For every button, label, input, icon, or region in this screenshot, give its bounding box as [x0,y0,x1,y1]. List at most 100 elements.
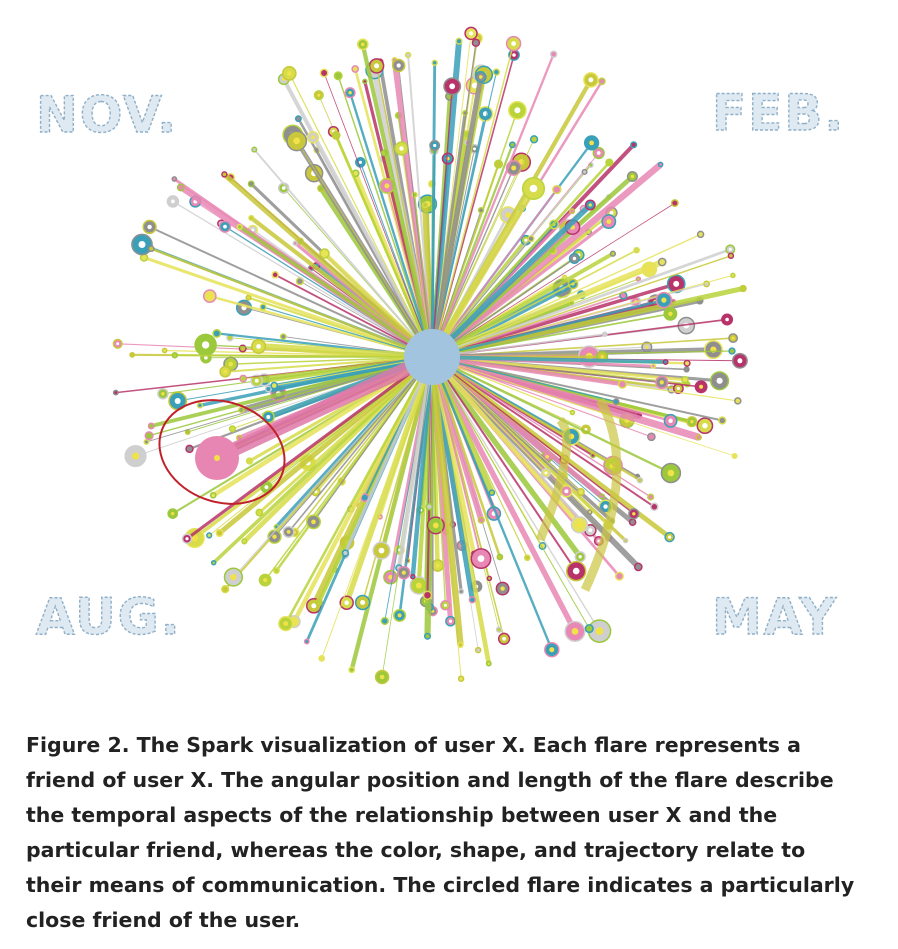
flare [429,355,583,559]
flare-node [248,214,255,222]
flare-node [348,666,356,674]
flare-node [628,518,637,527]
flare-node [727,252,735,260]
flare [431,354,623,387]
flare-node-dot [388,574,393,580]
flare-node [728,347,736,355]
flare [149,225,433,358]
flare-node [612,398,620,405]
flare-node [527,235,535,243]
flare-node [410,573,416,580]
flare-node [255,508,264,517]
month-label: AUG. [36,588,182,646]
flare-node [730,272,736,279]
flare-node-dot [588,528,593,533]
flare-node-dot [589,140,594,146]
flare-node [362,78,368,85]
flare-node-dot [606,219,612,225]
spark-visualization: NOV. FEB. AUG. MAY [35,26,844,685]
flare-node [171,176,178,182]
flare-node [523,554,531,562]
flare-node [485,660,492,667]
flare [148,356,433,437]
flare-node [471,38,481,48]
flare-node-dot [358,160,362,164]
flare-node-dot [448,619,453,623]
flare-node [683,366,690,373]
flare-node [341,549,350,557]
flare-node [508,141,516,149]
flare-node-dot [595,627,604,635]
flare-node-dot [588,77,594,83]
flare-node [529,135,539,144]
flare [146,356,433,443]
flare-node-dot [283,621,289,626]
flare [391,59,435,358]
flare-node [209,491,217,499]
flare-node-dot [600,355,604,359]
flare-node-dot [435,563,440,568]
flare-node [486,575,493,582]
flare [431,356,447,606]
flare [344,356,435,604]
flare-node-dot [699,384,704,389]
flare-node [273,567,280,574]
flare-node-dot [737,358,743,364]
flare [343,356,434,554]
flare [431,189,558,358]
flare-node-dot [384,183,390,189]
flare-node [129,351,136,358]
flare-node [598,77,606,86]
flare-node-dot [524,238,528,242]
flare-node-dot [116,342,120,346]
flare-node-dot [603,504,608,509]
flare-node [477,206,485,214]
flare-node [662,359,669,365]
flare-node-dot [673,280,680,287]
flare-node [280,333,287,340]
flare-node-dot [254,378,259,383]
flare [143,256,433,359]
flare [431,356,735,457]
flare-node [228,425,236,433]
flare [238,225,433,359]
flare-node-dot [432,522,439,529]
flare-node-dot [564,489,569,494]
flare-node-dot [204,355,208,360]
flare [431,356,482,559]
flare-node [247,180,255,188]
flare-node-dot [514,107,521,114]
flare [218,355,434,535]
flare-node [161,347,168,354]
flare-node [681,375,689,384]
flare-node [683,359,691,367]
flare-node [650,502,659,512]
flare-node-dot [286,530,291,534]
flare-node [215,528,224,538]
flare-node [455,37,463,45]
flare-node-dot [348,91,352,95]
flare-node [318,655,326,662]
flare-node-dot [500,586,505,591]
flare-node-dot [502,636,506,641]
flare [431,356,578,572]
flare [430,53,555,358]
flare-node [477,516,485,524]
flare [431,355,672,475]
flare-node-dot [171,511,175,516]
flare-node [474,646,482,654]
month-label: MAY [712,588,838,646]
flare-node-dot [449,83,456,90]
flare-node-dot [138,241,146,248]
flare-node [245,457,254,465]
flare-node-dot [469,31,474,36]
flare [431,139,535,358]
flare [294,356,433,533]
flare [431,251,614,359]
flare-node-dot [690,420,694,424]
flare-node [431,59,438,66]
flare-node [264,385,272,393]
flare-node [144,431,154,441]
flare [431,356,635,515]
flare-node [212,328,222,338]
